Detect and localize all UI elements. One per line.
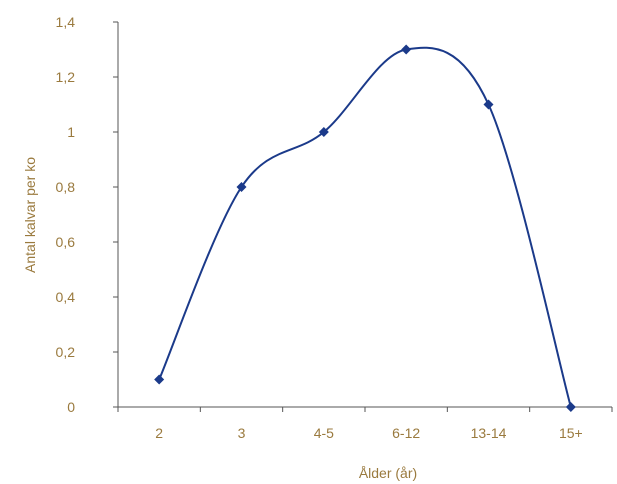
- y-tick-label: 0,2: [56, 344, 76, 360]
- y-axis-title: Antal kalvar per ko: [22, 157, 38, 273]
- x-axis-title: Ålder (år): [359, 465, 417, 481]
- data-point-marker: [318, 127, 329, 137]
- x-tick-label: 6-12: [392, 425, 420, 441]
- x-tick-label: 3: [238, 425, 246, 441]
- y-tick-label: 1: [67, 124, 75, 140]
- y-ticks: 0 0,2 0,4 0,6 0,8 1 1,2 1,4: [56, 14, 118, 415]
- y-tick-label: 0,6: [56, 234, 76, 250]
- data-point-marker: [483, 99, 494, 110]
- data-point-marker: [154, 374, 165, 385]
- y-tick-label: 1,2: [56, 69, 76, 85]
- data-point-marker: [565, 402, 576, 412]
- x-tick-label: 15+: [559, 425, 583, 441]
- series: [154, 44, 576, 412]
- y-tick-label: 1,4: [56, 14, 76, 30]
- x-tick-label: 13-14: [471, 425, 507, 441]
- x-axis: 2 3 4-5 6-12 13-14 15+: [117, 406, 613, 441]
- y-tick-label: 0,4: [56, 289, 76, 305]
- data-point-marker: [236, 182, 247, 192]
- x-tick-label: 4-5: [314, 425, 334, 441]
- x-tick-label: 2: [155, 425, 163, 441]
- series-line: [158, 46, 572, 408]
- x-ticks: 2 3 4-5 6-12 13-14 15+: [117, 407, 613, 441]
- y-tick-label: 0,8: [56, 179, 76, 195]
- data-point-marker: [401, 44, 412, 55]
- y-tick-label: 0: [67, 399, 75, 415]
- y-axis: 0 0,2 0,4 0,6 0,8 1 1,2 1,4: [56, 14, 119, 415]
